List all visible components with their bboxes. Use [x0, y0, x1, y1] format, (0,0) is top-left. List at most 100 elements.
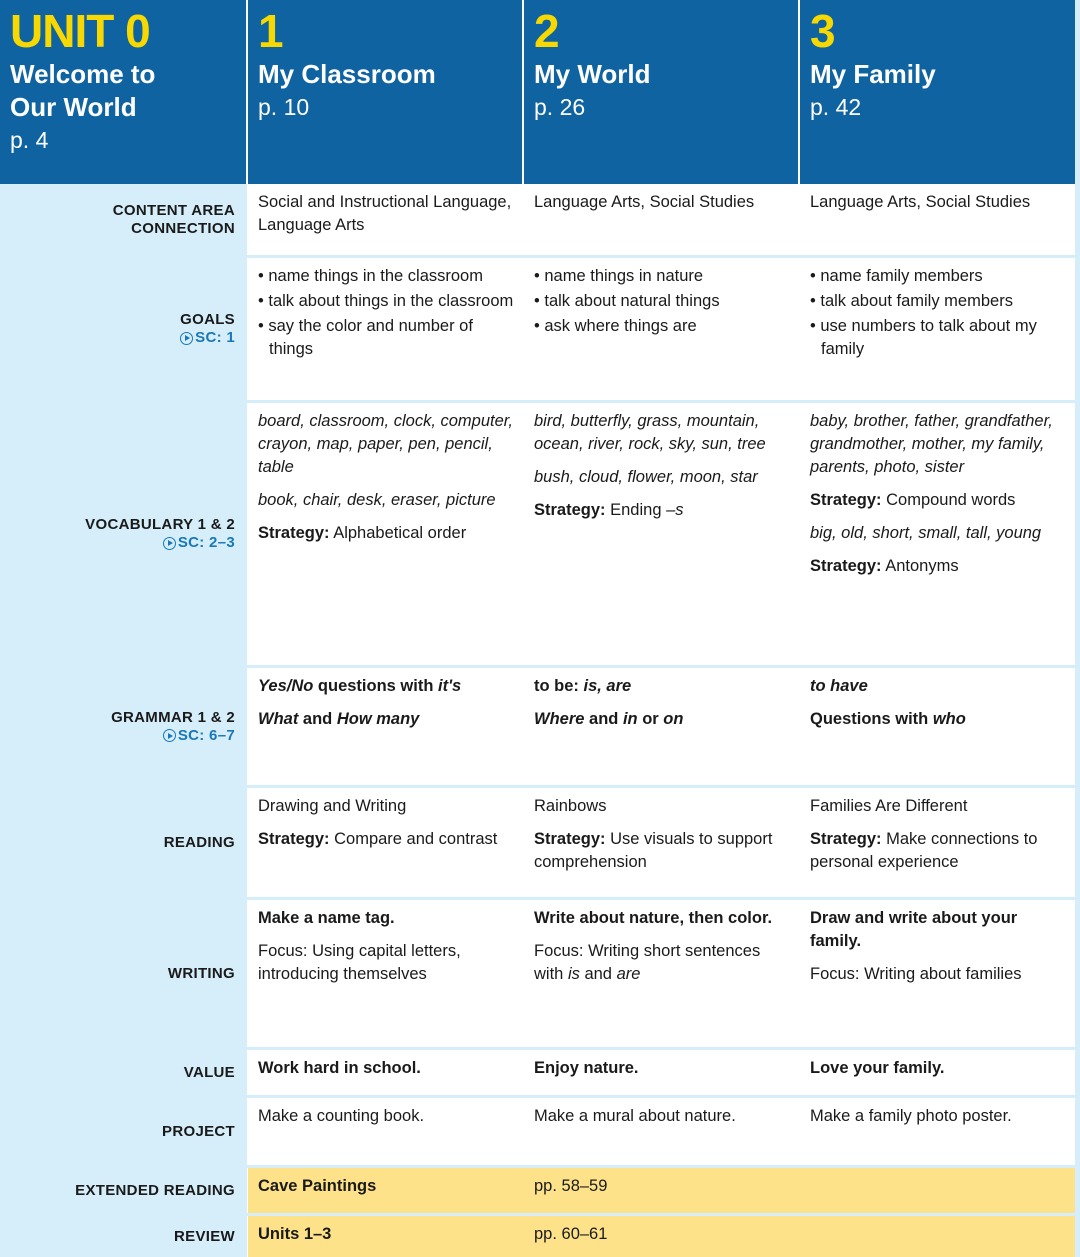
paragraph: Language Arts, Social Studies [534, 191, 790, 214]
unit-header-2[interactable]: 2 My World p. 26 [524, 0, 798, 184]
text-run: questions with [313, 677, 438, 695]
text-run: name things in nature [544, 267, 704, 285]
row-label-text: CONTENT AREA [112, 201, 235, 219]
unit-title: My Family [810, 59, 936, 89]
row-label-text: VOCABULARY 1 & 2 [85, 516, 235, 533]
paragraph: book, chair, desk, eraser, picture [258, 489, 514, 512]
unit-header-3[interactable]: 3 My Family p. 42 [800, 0, 1075, 184]
paragraph: Rainbows [534, 795, 790, 818]
paragraph: Where and in or on [534, 708, 790, 731]
play-icon[interactable] [180, 331, 194, 345]
text-run: talk about things in the classroom [268, 292, 514, 310]
unit-page: p. 42 [810, 94, 862, 120]
text-run: Make a counting book. [258, 1107, 425, 1125]
text-run: Draw and write about your family. [810, 909, 1018, 950]
text-run: Focus: Writing about families [810, 965, 1022, 983]
row-label: REVIEW [0, 1216, 235, 1257]
table-cell: to be: is, are Where and in or on [524, 668, 798, 785]
table-row: EXTENDED READING Cave Paintings pp. 58–59 [0, 1165, 1075, 1213]
paragraph: Strategy: Make connections to personal e… [810, 828, 1067, 874]
play-icon[interactable] [162, 729, 176, 742]
table-row: CONTENT AREA CONNECTION Social and Instruc… [0, 184, 1075, 255]
text-run: –s [666, 501, 684, 519]
text-run: bush, cloud, flower, moon, star [534, 468, 758, 486]
paragraph: Love your family. [810, 1057, 1067, 1080]
sc-link[interactable]: SC: 6–7 [162, 726, 235, 745]
text-run: talk about natural things [544, 292, 720, 310]
row-label: GOALS SC: 1 [0, 258, 235, 400]
unit-number: 2 [534, 5, 560, 57]
row-label: PROJECT [0, 1098, 235, 1165]
paragraph: Strategy: Compound words [810, 489, 1067, 512]
sc-text: SC: 6–7 [177, 726, 235, 744]
text-run: Strategy: [258, 524, 330, 542]
unit-header-0[interactable]: UNIT 0 Welcome to Our World p. 4 [0, 0, 246, 184]
row-label-text: WRITING [167, 964, 235, 982]
paragraph: pp. 60–61 [534, 1223, 1067, 1246]
row-label: GRAMMAR 1 & 2 SC: 6–7 [0, 668, 235, 785]
table-cell: board, classroom, clock, computer, crayo… [248, 403, 522, 665]
paragraph: Strategy: Alphabetical order [258, 522, 514, 545]
text-run: Where [534, 710, 585, 728]
text-run: baby, brother, father, grandfather, gran… [810, 412, 1053, 476]
table-cell: Make a family photo poster. [800, 1098, 1075, 1165]
unit-number: 3 [810, 5, 836, 57]
bullet-item: name things in nature [534, 265, 790, 288]
text-run: Antonyms [881, 557, 959, 575]
paragraph: Questions with who [810, 708, 1067, 731]
text-run: Language Arts, Social Studies [534, 193, 755, 211]
sc-link[interactable]: SC: 1 [180, 329, 235, 347]
paragraph: Make a mural about nature. [534, 1105, 790, 1128]
paragraph: Language Arts, Social Studies [810, 191, 1067, 214]
paragraph: board, classroom, clock, computer, crayo… [258, 410, 514, 479]
table-cell: Make a mural about nature. [524, 1098, 798, 1165]
text-run: board, classroom, clock, computer, crayo… [258, 412, 513, 476]
table-cell: Units 1–3 [248, 1216, 524, 1257]
text-run: and [579, 965, 617, 983]
play-icon[interactable] [162, 536, 176, 550]
text-run: Make a mural about nature. [534, 1107, 736, 1125]
paragraph: Cave Paintings [258, 1175, 516, 1198]
text-run: How many [336, 710, 420, 728]
table-cell: Yes/No questions with it's What and How m… [248, 668, 522, 785]
sc-text: SC: 1 [195, 329, 235, 346]
row-label: VALUE [0, 1050, 235, 1095]
table-cell: Rainbows Strategy: Use visuals to support… [524, 788, 798, 897]
text-run: Make a name tag. [258, 909, 395, 927]
unit-title: Our World [10, 92, 137, 122]
paragraph: Draw and write about your family. [810, 907, 1067, 953]
table-cell: bird, butterfly, grass, mountain, ocean,… [524, 403, 798, 665]
text-run: What [258, 710, 299, 728]
sc-link[interactable]: SC: 2–3 [162, 534, 235, 552]
column-edge [1075, 0, 1080, 1257]
text-run: Yes/No [258, 677, 314, 695]
text-run: is [567, 965, 580, 983]
table-cell: pp. 60–61 [524, 1216, 1075, 1257]
table-cell: Make a name tag. Focus: Using capital let… [248, 900, 522, 1047]
unit-header-1[interactable]: 1 My Classroom p. 10 [248, 0, 522, 184]
paragraph: bush, cloud, flower, moon, star [534, 466, 790, 489]
paragraph: bird, butterfly, grass, mountain, ocean,… [534, 410, 790, 456]
row-label: WRITING [0, 900, 235, 1047]
text-run: Rainbows [534, 797, 607, 815]
bullet-item: talk about natural things [534, 290, 790, 313]
table-cell: Write about nature, then color. Focus: Wr… [524, 900, 798, 1047]
paragraph: Yes/No questions with it's [258, 675, 514, 698]
unit-page: p. 4 [10, 127, 49, 153]
table-cell: pp. 58–59 [524, 1168, 1075, 1213]
table-row: GRAMMAR 1 & 2 SC: 6–7 Yes/No questions wit… [0, 665, 1075, 785]
text-run: Cave Paintings [258, 1177, 377, 1195]
paragraph: Strategy: Ending –s [534, 499, 790, 522]
table-row: VALUE Work hard in school. Enjoy nature. Lo… [0, 1047, 1075, 1095]
sc-text: SC: 2–3 [177, 534, 235, 551]
paragraph: Strategy: Antonyms [810, 555, 1067, 578]
row-label: CONTENT AREA CONNECTION [0, 184, 235, 255]
text-run: Social and Instructional Language, Langu… [258, 193, 512, 234]
text-run: name things in the classroom [268, 267, 483, 285]
text-run: and [298, 710, 337, 728]
text-run: Strategy: [810, 491, 882, 509]
paragraph: Social and Instructional Language, Langu… [258, 191, 514, 237]
text-run: Enjoy nature. [534, 1059, 639, 1077]
row-label-text: VALUE [183, 1063, 235, 1081]
